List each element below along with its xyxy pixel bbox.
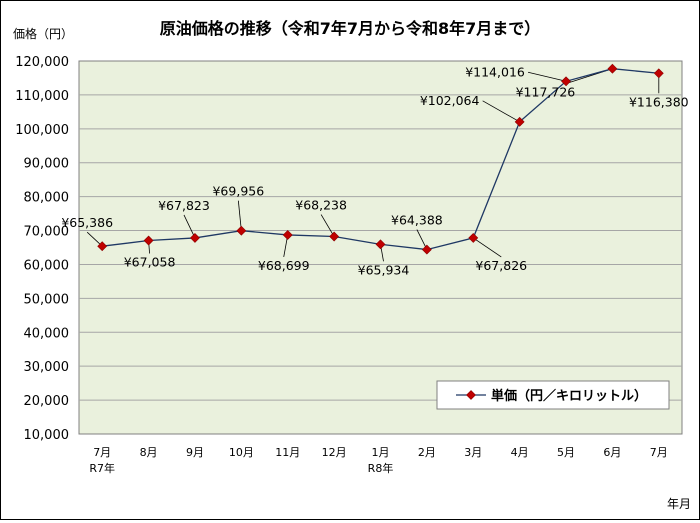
data-label: ¥64,388 [391,213,443,228]
label-leader-lines [86,68,660,262]
y-tick-label: 100,000 [15,123,69,138]
data-point [514,116,525,127]
data-point [329,231,340,242]
data-point [561,76,571,87]
x-tick-label: 7月 [93,446,111,459]
y-tick-label: 30,000 [24,360,70,375]
x-tick-label: 7月 [650,446,668,459]
data-label: ¥69,956 [212,184,264,199]
y-tick-label: 80,000 [24,191,70,206]
x-tick-label: 5月 [557,446,575,459]
y-tick-label: 60,000 [24,258,70,273]
data-point [143,235,154,246]
y-axis-label: 価格（円） [13,26,73,41]
x-tick-label: 1月 [372,446,390,459]
data-label: ¥116,380 [629,94,689,109]
x-tick-label: 6月 [603,446,621,459]
y-tick-label: 10,000 [24,428,70,443]
data-label: ¥65,934 [358,262,410,277]
data-label: ¥67,826 [475,258,527,273]
data-point [190,233,200,243]
legend-marker-swatch [466,390,476,400]
x-tick-label: 4月 [511,446,529,459]
x-tick-label: 2月 [418,446,436,459]
chart-title: 原油価格の推移（令和7年7月から令和8年7月まで） [160,19,541,38]
label-leader [183,214,196,239]
y-tick-label: 40,000 [24,326,70,341]
data-point [468,232,479,243]
data-label: ¥65,386 [61,215,113,230]
x-axis-label: 年月 [667,497,691,511]
series-markers [97,63,664,255]
legend-label: 単価（円／キロリットル） [491,388,647,404]
x-tick-label: 9月 [186,446,204,459]
x-tick-label: 12月 [322,446,347,459]
label-leader [473,237,502,258]
data-point [375,239,386,250]
y-tick-label: 70,000 [24,225,70,240]
data-label: ¥114,016 [465,64,525,79]
data-point [607,63,618,74]
x-tick-label: 8月 [140,446,158,459]
data-point [653,68,664,79]
x-tick-label: 3月 [464,446,482,459]
y-tick-label: 20,000 [24,394,70,409]
label-leader [320,214,335,237]
data-label: ¥68,238 [295,198,347,213]
x-tick-sublabel: R8年 [368,461,394,475]
x-tick-labels: 7月 R7年 8月 9月 10月 11月 12月 1月 R8年 2月 3月 4月 5月 6月 7月 [89,446,667,475]
data-point [282,230,293,240]
data-label: ¥117,726 [516,85,576,100]
data-label: ¥67,823 [158,198,210,213]
data-labels: ¥65,386 ¥67,058 ¥67,823¥69,956 ¥68,699 ¥68,2… [61,64,688,277]
x-tick-label: 11月 [275,446,300,459]
x-tick-sublabel: R7年 [89,461,115,475]
data-point [236,225,247,236]
y-tick-labels: 10,000 20,000 30,000 40,000 50,000 60,000 70,0… [15,55,69,443]
label-leader [416,229,428,250]
data-label: ¥68,699 [258,258,310,273]
y-tick-label: 120,000 [15,55,69,70]
label-leader [237,200,242,231]
data-label: ¥102,064 [420,93,480,108]
y-tick-label: 110,000 [15,89,69,104]
y-tick-label: 90,000 [24,157,70,172]
data-label: ¥67,058 [124,255,176,270]
data-point [97,241,108,252]
y-tick-label: 50,000 [24,292,70,307]
label-leader [482,100,520,123]
x-tick-label: 10月 [229,446,254,459]
legend: 単価（円／キロリットル） [436,380,670,410]
data-point [421,244,432,255]
label-leader [527,71,567,82]
